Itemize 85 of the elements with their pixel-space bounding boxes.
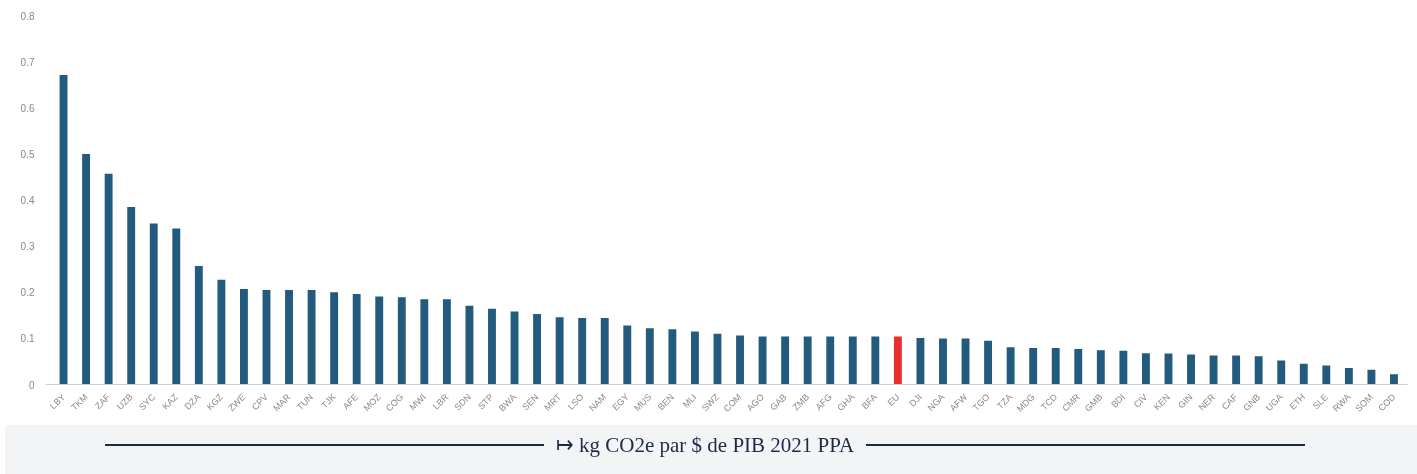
x-tick-label: GIN	[1176, 391, 1195, 411]
x-tick-label: BFA	[859, 391, 879, 412]
y-tick-label: 0.6	[20, 102, 35, 114]
bar	[690, 331, 699, 385]
bar	[465, 305, 474, 385]
y-tick-label: 0	[28, 379, 35, 391]
x-tick-label: UZB	[114, 391, 135, 412]
bar	[397, 297, 406, 385]
x-tick-label: TKM	[69, 391, 90, 413]
x-tick-label: TJK	[319, 391, 338, 411]
x-tick-label: DJI	[907, 391, 924, 409]
bar	[488, 308, 496, 385]
bar	[442, 299, 451, 385]
bar	[217, 279, 226, 385]
bar	[1074, 348, 1083, 385]
bar	[1367, 369, 1376, 385]
bar	[172, 228, 181, 385]
bar	[939, 338, 947, 385]
y-tick-label: 0.1	[20, 333, 35, 345]
bar	[984, 340, 993, 385]
y-tick-label: 0.4	[20, 195, 35, 206]
bar	[758, 336, 767, 385]
bar	[1051, 348, 1060, 385]
bar	[781, 336, 790, 385]
y-tick-label: 0.5	[20, 148, 35, 160]
bar	[645, 328, 654, 385]
x-tick-label: DZA	[182, 391, 203, 412]
bar	[352, 294, 361, 385]
x-tick-label: CIV	[1131, 391, 1150, 410]
bar	[307, 289, 316, 385]
x-tick-label: EU	[885, 391, 902, 408]
x-tick-label: BDI	[1109, 391, 1127, 410]
bar	[127, 206, 136, 385]
bar	[194, 265, 203, 385]
bar	[916, 337, 925, 385]
bar	[803, 336, 812, 385]
bar	[1029, 348, 1038, 385]
x-tick-label: LBY	[47, 391, 68, 412]
bar	[893, 336, 902, 385]
x-tick-label: TZA	[995, 391, 1015, 412]
bar	[104, 173, 113, 385]
bar	[668, 329, 677, 385]
bar	[533, 313, 542, 385]
bar	[285, 289, 293, 385]
bar	[1119, 350, 1128, 385]
bar	[826, 336, 835, 385]
bar	[578, 318, 587, 385]
bar	[1006, 347, 1015, 385]
bar	[623, 325, 632, 385]
x-tick-label: GHA	[835, 391, 857, 413]
bar	[1096, 350, 1105, 385]
bar	[1254, 356, 1263, 385]
bar	[1390, 374, 1398, 385]
x-tick-label: LBR	[430, 391, 451, 412]
y-tick-label: 0.2	[20, 287, 35, 299]
bar	[82, 153, 91, 385]
bar	[1209, 355, 1218, 385]
x-tick-label: TUN	[294, 391, 316, 413]
bar	[239, 289, 248, 385]
bar	[375, 296, 384, 385]
bar	[1187, 354, 1195, 385]
bar	[600, 318, 609, 385]
x-tick-label: SLE	[1310, 391, 1330, 412]
x-tick-label: MLI	[680, 391, 699, 410]
bar	[330, 292, 339, 385]
bar	[1232, 355, 1241, 385]
bar	[1299, 363, 1308, 385]
y-tick-label: 0.7	[20, 56, 35, 68]
y-tick-label: 0.3	[20, 241, 35, 253]
bar	[1277, 360, 1286, 385]
x-tick-label: UGA	[1263, 391, 1285, 413]
x-tick-label: STP	[476, 391, 496, 412]
bar	[848, 336, 857, 385]
bar	[1141, 353, 1150, 385]
x-tick-label: TCD	[1039, 391, 1060, 413]
bar	[149, 223, 158, 385]
bar	[420, 299, 429, 385]
y-tick-label: 0.8	[20, 10, 35, 22]
bar	[555, 317, 564, 385]
bar	[736, 335, 744, 385]
x-tick-label: ZAF	[93, 391, 113, 412]
bar	[1344, 367, 1353, 385]
bar	[871, 336, 880, 385]
bar	[1322, 365, 1331, 385]
x-axis-title: ↦ kg CO2e par $ de PIB 2021 PPA	[555, 432, 855, 459]
